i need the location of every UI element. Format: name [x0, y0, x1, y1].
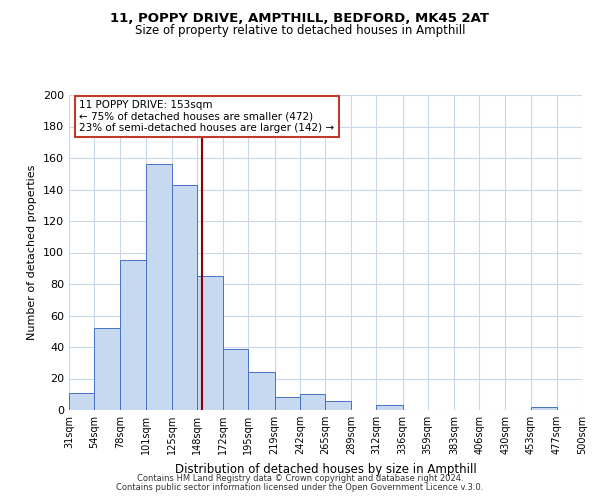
Bar	[325, 400, 351, 410]
Bar	[146, 164, 172, 410]
Bar	[121, 260, 146, 410]
Bar	[94, 328, 121, 410]
X-axis label: Distribution of detached houses by size in Ampthill: Distribution of detached houses by size …	[175, 462, 476, 475]
Bar	[376, 406, 403, 410]
Y-axis label: Number of detached properties: Number of detached properties	[28, 165, 37, 340]
Bar	[530, 407, 557, 410]
Bar	[275, 398, 300, 410]
Text: 11 POPPY DRIVE: 153sqm
← 75% of detached houses are smaller (472)
23% of semi-de: 11 POPPY DRIVE: 153sqm ← 75% of detached…	[79, 100, 334, 133]
Bar	[172, 185, 197, 410]
Bar	[197, 276, 223, 410]
Text: Contains public sector information licensed under the Open Government Licence v.: Contains public sector information licen…	[116, 483, 484, 492]
Text: Contains HM Land Registry data © Crown copyright and database right 2024.: Contains HM Land Registry data © Crown c…	[137, 474, 463, 483]
Bar	[223, 348, 248, 410]
Bar	[248, 372, 275, 410]
Text: 11, POPPY DRIVE, AMPTHILL, BEDFORD, MK45 2AT: 11, POPPY DRIVE, AMPTHILL, BEDFORD, MK45…	[110, 12, 490, 26]
Bar	[69, 392, 94, 410]
Text: Size of property relative to detached houses in Ampthill: Size of property relative to detached ho…	[135, 24, 465, 37]
Bar	[300, 394, 325, 410]
